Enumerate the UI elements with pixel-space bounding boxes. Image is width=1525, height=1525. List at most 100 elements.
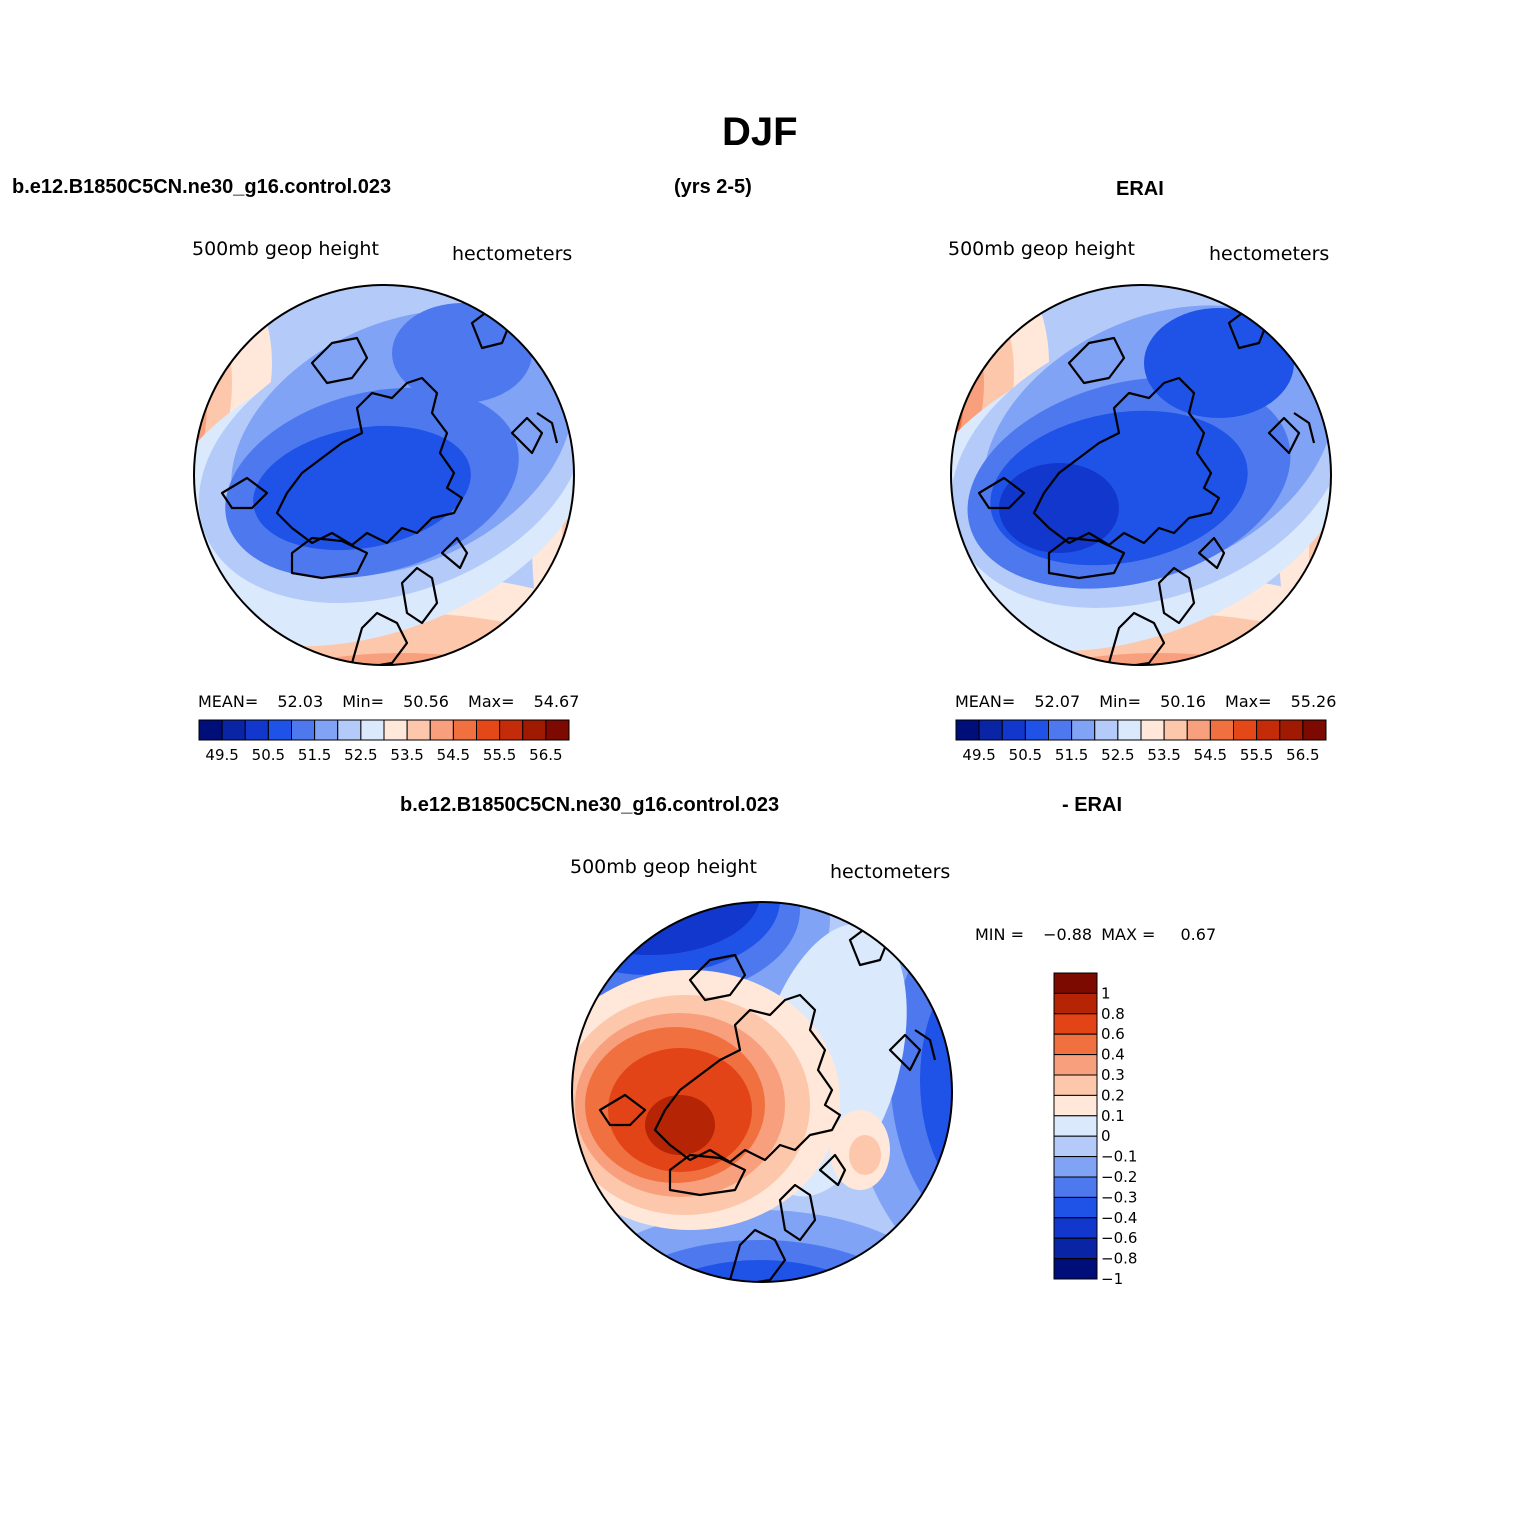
diff-colorbar-box bbox=[1053, 1074, 1098, 1096]
diff-colorbar-tick: 0.1 bbox=[1101, 1107, 1125, 1125]
model-colorbar-box bbox=[406, 719, 431, 741]
diff-colorbar-box bbox=[1053, 992, 1098, 1015]
obs-colorbar-tick: 49.5 bbox=[962, 746, 995, 764]
obs-colorbar-box bbox=[1302, 719, 1327, 741]
obs-colorbar-box bbox=[1094, 719, 1119, 741]
diff-colorbar-box bbox=[1053, 1033, 1098, 1056]
model-colorbar: 49.5 50.5 51.5 52.5 53.5 54.5 55.5 56.5 bbox=[198, 719, 570, 764]
model-colorbar-box bbox=[198, 719, 223, 741]
obs-colorbar: 49.5 50.5 51.5 52.5 53.5 54.5 55.5 56.5 bbox=[955, 719, 1327, 764]
model-colorbar-tick: 52.5 bbox=[344, 746, 377, 764]
obs-colorbar-tick: 52.5 bbox=[1101, 746, 1134, 764]
case-name: b.e12.B1850C5CN.ne30_g16.control.023 bbox=[12, 176, 392, 198]
model-colorbar-box bbox=[545, 719, 570, 741]
obs-min-label: Min= bbox=[1099, 692, 1142, 711]
diff-colorbar-tick: 0.2 bbox=[1101, 1086, 1125, 1104]
model-colorbar-box bbox=[337, 719, 362, 741]
model-colorbar-box bbox=[221, 719, 246, 741]
obs-colorbar-box bbox=[1233, 719, 1258, 741]
obs-colorbar-tick: 54.5 bbox=[1194, 746, 1227, 764]
obs-colorbar-box bbox=[1048, 719, 1073, 741]
obs-min-value: 50.16 bbox=[1160, 692, 1206, 711]
diff-colorbar-tick: −1 bbox=[1101, 1270, 1123, 1288]
model-max-value: 54.67 bbox=[533, 692, 580, 711]
model-colorbar-box bbox=[383, 719, 408, 741]
diff-colorbar-box bbox=[1053, 1237, 1098, 1260]
obs-max-label: Max= bbox=[1225, 692, 1272, 711]
diff-colorbar-tick: −0.4 bbox=[1101, 1209, 1137, 1227]
model-min-label: Min= bbox=[342, 692, 385, 711]
model-colorbar-box bbox=[429, 719, 454, 741]
model-colorbar-tick: 49.5 bbox=[205, 746, 238, 764]
diff-polar-map bbox=[571, 901, 953, 1283]
model-min-value: 50.56 bbox=[403, 692, 449, 711]
model-colorbar-box bbox=[244, 719, 269, 741]
diff-colorbar-box bbox=[1053, 1217, 1098, 1239]
diff-stats: MIN = −0.88 MAX = 0.67 bbox=[975, 925, 1216, 944]
obs-colorbar-box bbox=[1279, 719, 1304, 741]
model-max-label: Max= bbox=[468, 692, 515, 711]
figure-title: DJF bbox=[722, 110, 798, 154]
reference-name: ERAI bbox=[1116, 178, 1164, 200]
obs-colorbar-tick: 51.5 bbox=[1055, 746, 1088, 764]
obs-colorbar-box bbox=[1001, 719, 1026, 741]
model-mean-label: MEAN= bbox=[198, 692, 259, 711]
diff-colorbar-tick: −0.1 bbox=[1101, 1148, 1137, 1166]
diff-colorbar-tick: 0.6 bbox=[1101, 1025, 1125, 1043]
diff-colorbar-tick: 0.3 bbox=[1101, 1066, 1125, 1084]
diff-min-label: MIN = bbox=[975, 925, 1024, 944]
obs-mean-value: 52.07 bbox=[1034, 692, 1081, 711]
model-colorbar-box bbox=[522, 719, 547, 741]
model-mean-value: 52.03 bbox=[277, 692, 324, 711]
obs-colorbar-tick: 53.5 bbox=[1147, 746, 1180, 764]
model-colorbar-box bbox=[314, 719, 339, 741]
diff-colorbar-tick: 1 bbox=[1101, 984, 1111, 1002]
diff-colorbar-box bbox=[1053, 1054, 1098, 1076]
obs-colorbar-tick: 50.5 bbox=[1009, 746, 1042, 764]
obs-colorbar-box bbox=[1117, 719, 1142, 741]
diff-colorbar-tick: 0 bbox=[1101, 1127, 1111, 1145]
model-colorbar-tick: 50.5 bbox=[252, 746, 285, 764]
model-units-label: hectometers bbox=[452, 243, 573, 265]
obs-colorbar-tick: 55.5 bbox=[1240, 746, 1273, 764]
model-variable-label: 500mb geop height bbox=[192, 238, 379, 260]
model-colorbar-box bbox=[452, 719, 477, 741]
diff-header-right: - ERAI bbox=[1062, 794, 1122, 816]
diff-colorbar-box bbox=[1053, 1258, 1098, 1280]
diff-colorbar-box bbox=[1053, 1196, 1098, 1219]
diff-colorbar-box bbox=[1053, 1176, 1098, 1198]
obs-units-label: hectometers bbox=[1209, 243, 1330, 265]
obs-variable-label: 500mb geop height bbox=[948, 238, 1135, 260]
diff-units-label: hectometers bbox=[830, 861, 951, 883]
model-colorbar-box bbox=[360, 719, 385, 741]
obs-mean-label: MEAN= bbox=[955, 692, 1016, 711]
diff-variable-label: 500mb geop height bbox=[570, 856, 757, 878]
model-colorbar-tick: 55.5 bbox=[483, 746, 516, 764]
obs-colorbar-box bbox=[978, 719, 1003, 741]
model-colorbar-tick: 54.5 bbox=[437, 746, 470, 764]
model-polar-map bbox=[193, 284, 575, 666]
diff-colorbar-tick: −0.3 bbox=[1101, 1188, 1137, 1206]
obs-polar-map bbox=[950, 284, 1332, 666]
obs-colorbar-box bbox=[1186, 719, 1211, 741]
diff-colorbar-box bbox=[1053, 1094, 1098, 1117]
obs-colorbar-box bbox=[1024, 719, 1049, 741]
obs-stats: MEAN= 52.07 Min= 50.16 Max= 55.26 bbox=[955, 692, 1336, 711]
diff-colorbar: 1 0.8 0.6 0.4 0.3 0.2 0.1 0 −0.1 −0.2 −0.3 −0.4 −0.6… bbox=[1053, 972, 1137, 1288]
diff-colorbar-box bbox=[1053, 1115, 1098, 1137]
model-colorbar-box bbox=[291, 719, 316, 741]
model-colorbar-tick: 56.5 bbox=[529, 746, 562, 764]
model-colorbar-box bbox=[499, 719, 524, 741]
diff-colorbar-tick: −0.8 bbox=[1101, 1250, 1137, 1268]
diff-colorbar-box bbox=[1053, 1135, 1098, 1158]
diff-colorbar-tick: 0.4 bbox=[1101, 1046, 1125, 1064]
years-label: (yrs 2-5) bbox=[674, 176, 752, 198]
diff-colorbar-tick: 0.8 bbox=[1101, 1005, 1125, 1023]
obs-colorbar-box bbox=[1256, 719, 1281, 741]
model-colorbar-tick: 53.5 bbox=[390, 746, 423, 764]
obs-colorbar-box bbox=[1140, 719, 1165, 741]
diff-max-label: MAX = bbox=[1101, 925, 1156, 944]
model-colorbar-tick: 51.5 bbox=[298, 746, 331, 764]
diff-header-left: b.e12.B1850C5CN.ne30_g16.control.023 bbox=[400, 794, 780, 816]
model-colorbar-box bbox=[267, 719, 292, 741]
